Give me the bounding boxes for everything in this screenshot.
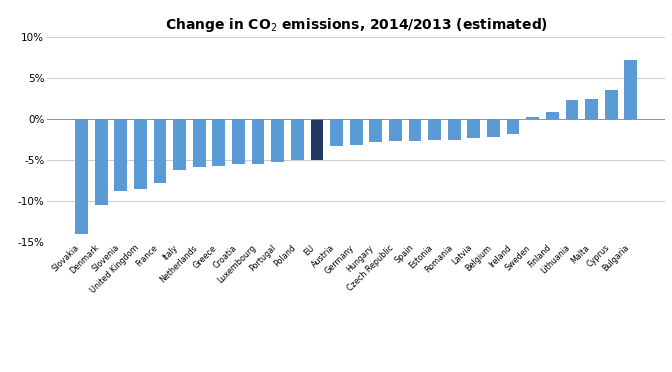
Bar (95, 119, 108, 205)
Bar (291, 119, 304, 160)
Bar (585, 99, 598, 119)
Bar (409, 119, 421, 141)
Bar (428, 119, 441, 140)
Bar (350, 119, 362, 145)
Bar (468, 119, 480, 138)
Bar (154, 119, 167, 183)
Bar (605, 90, 618, 119)
Bar (193, 119, 206, 167)
Bar (330, 119, 343, 146)
Bar (232, 119, 245, 164)
Bar (134, 119, 146, 189)
Bar (173, 119, 186, 170)
Bar (448, 119, 460, 140)
Bar (370, 119, 382, 142)
Bar (271, 119, 284, 161)
Bar (389, 119, 402, 141)
Bar (507, 119, 519, 134)
Bar (624, 60, 637, 119)
Bar (487, 119, 500, 137)
Bar (546, 112, 558, 119)
Title: Change in CO$_2$ emissions, 2014/2013 (estimated): Change in CO$_2$ emissions, 2014/2013 (e… (165, 16, 548, 34)
Bar (566, 100, 579, 119)
Bar (75, 119, 88, 234)
Bar (310, 119, 323, 160)
Bar (212, 119, 225, 166)
Bar (526, 118, 539, 119)
Bar (114, 119, 127, 191)
Bar (252, 119, 265, 164)
